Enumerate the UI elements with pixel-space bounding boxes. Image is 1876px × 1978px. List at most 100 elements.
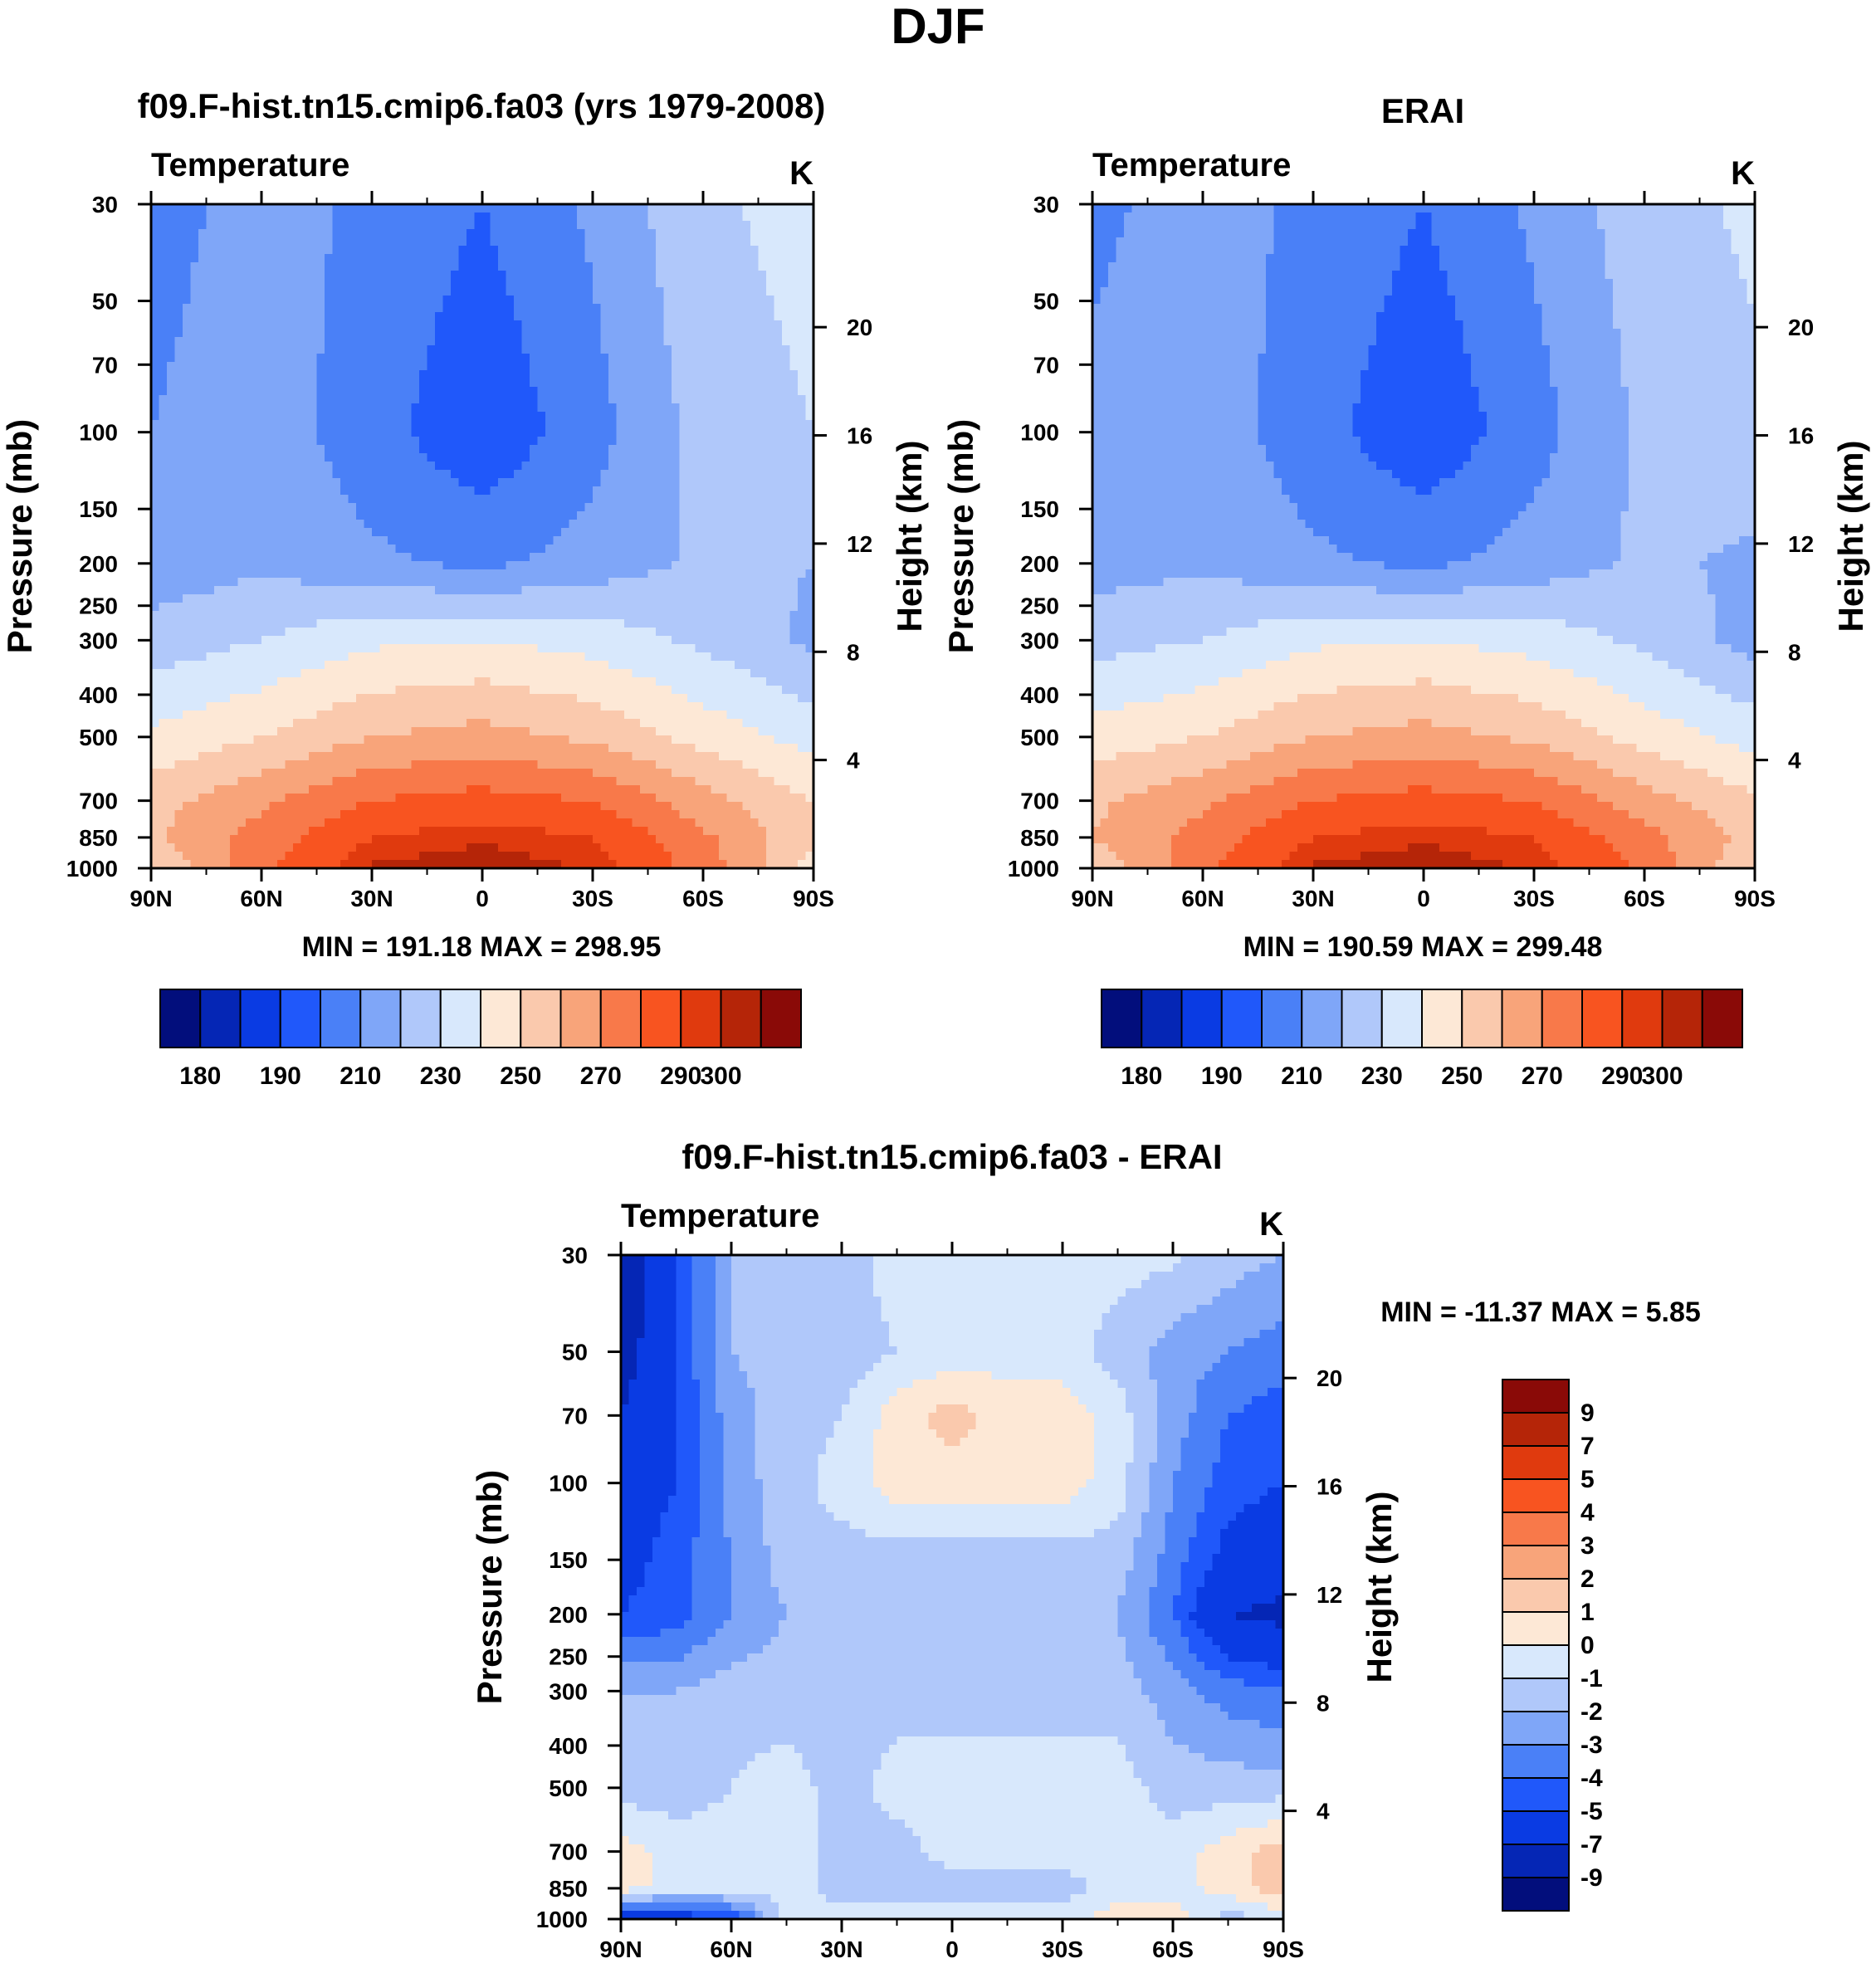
- field-cell: [640, 486, 649, 496]
- field-cell: [269, 387, 278, 396]
- field-cell: [553, 354, 562, 363]
- field-cell: [498, 453, 507, 462]
- field-cell: [766, 412, 775, 421]
- field-cell: [261, 295, 271, 305]
- field-cell: [442, 271, 452, 280]
- field-cell: [766, 345, 775, 354]
- field-cell: [766, 636, 775, 645]
- field-cell: [490, 287, 499, 296]
- field-cell: [427, 453, 436, 462]
- field-cell: [600, 536, 609, 545]
- field-cell: [325, 462, 334, 471]
- field-cell: [663, 412, 672, 421]
- field-cell: [798, 511, 807, 520]
- field-cell: [695, 221, 704, 230]
- field-cell: [600, 578, 609, 587]
- field-cell: [656, 370, 665, 379]
- field-cell: [474, 387, 483, 396]
- field-cell: [269, 295, 278, 305]
- field-cell: [388, 403, 397, 413]
- field-cell: [640, 420, 649, 429]
- field-cell: [490, 536, 499, 545]
- field-cell: [577, 569, 586, 579]
- field-cell: [600, 304, 609, 313]
- field-cell: [435, 536, 444, 545]
- field-cell: [498, 362, 507, 371]
- field-cell: [474, 420, 483, 429]
- field-cell: [458, 420, 467, 429]
- field-cell: [537, 279, 546, 288]
- field-cell: [726, 420, 735, 429]
- field-cell: [206, 619, 215, 628]
- field-cell: [190, 428, 199, 437]
- field-cell: [719, 619, 728, 628]
- field-cell: [530, 594, 539, 603]
- field-cell: [719, 628, 728, 637]
- field-cell: [411, 486, 420, 496]
- field-cell: [151, 329, 160, 338]
- field-cell: [782, 262, 791, 271]
- field-cell: [348, 628, 357, 637]
- field-cell: [647, 677, 657, 686]
- field-cell: [474, 661, 483, 670]
- field-cell: [285, 520, 294, 529]
- field-cell: [174, 528, 183, 537]
- field-cell: [545, 437, 554, 446]
- field-cell: [332, 594, 341, 603]
- field-cell: [758, 636, 767, 645]
- field-cell: [735, 387, 744, 396]
- field-cell: [427, 412, 436, 421]
- field-cell: [190, 661, 199, 670]
- field-cell: [805, 470, 813, 479]
- field-cell: [742, 644, 751, 653]
- field-cell: [750, 379, 760, 388]
- field-cell: [577, 345, 586, 354]
- field-cell: [521, 304, 530, 313]
- field-cell: [584, 304, 594, 313]
- field-cell: [183, 437, 192, 446]
- field-cell: [167, 536, 176, 545]
- field-cell: [230, 453, 239, 462]
- field-cell: [789, 412, 799, 421]
- field-cell: [183, 395, 192, 404]
- field-cell: [656, 545, 665, 554]
- field-cell: [506, 628, 515, 637]
- field-cell: [285, 428, 294, 437]
- field-cell: [735, 237, 744, 247]
- field-cell: [608, 295, 618, 305]
- field-cell: [506, 511, 515, 520]
- field-cell: [703, 453, 712, 462]
- field-cell: [789, 478, 799, 487]
- field-cell: [805, 453, 813, 462]
- field-cell: [750, 677, 760, 686]
- field-cell: [695, 528, 704, 537]
- field-cell: [750, 636, 760, 645]
- field-cell: [451, 420, 460, 429]
- field-cell: [419, 619, 428, 628]
- field-cell: [726, 320, 735, 330]
- field-cell: [356, 229, 365, 238]
- field-cell: [458, 603, 467, 612]
- field-cell: [253, 354, 262, 363]
- field-cell: [222, 503, 231, 512]
- field-cell: [395, 254, 404, 263]
- field-cell: [798, 221, 807, 230]
- field-cell: [711, 586, 720, 595]
- field-cell: [325, 295, 334, 305]
- field-cell: [222, 636, 231, 645]
- field-cell: [805, 652, 813, 662]
- field-cell: [735, 287, 744, 296]
- field-cell: [561, 279, 570, 288]
- field-cell: [593, 652, 602, 662]
- field-cell: [174, 312, 183, 321]
- field-cell: [577, 287, 586, 296]
- field-cell: [316, 628, 325, 637]
- field-cell: [726, 345, 735, 354]
- field-cell: [332, 603, 341, 612]
- field-cell: [340, 445, 349, 454]
- field-cell: [198, 686, 208, 695]
- field-cell: [608, 229, 618, 238]
- field-cell: [687, 254, 696, 263]
- field-cell: [403, 619, 413, 628]
- field-cell: [647, 470, 657, 479]
